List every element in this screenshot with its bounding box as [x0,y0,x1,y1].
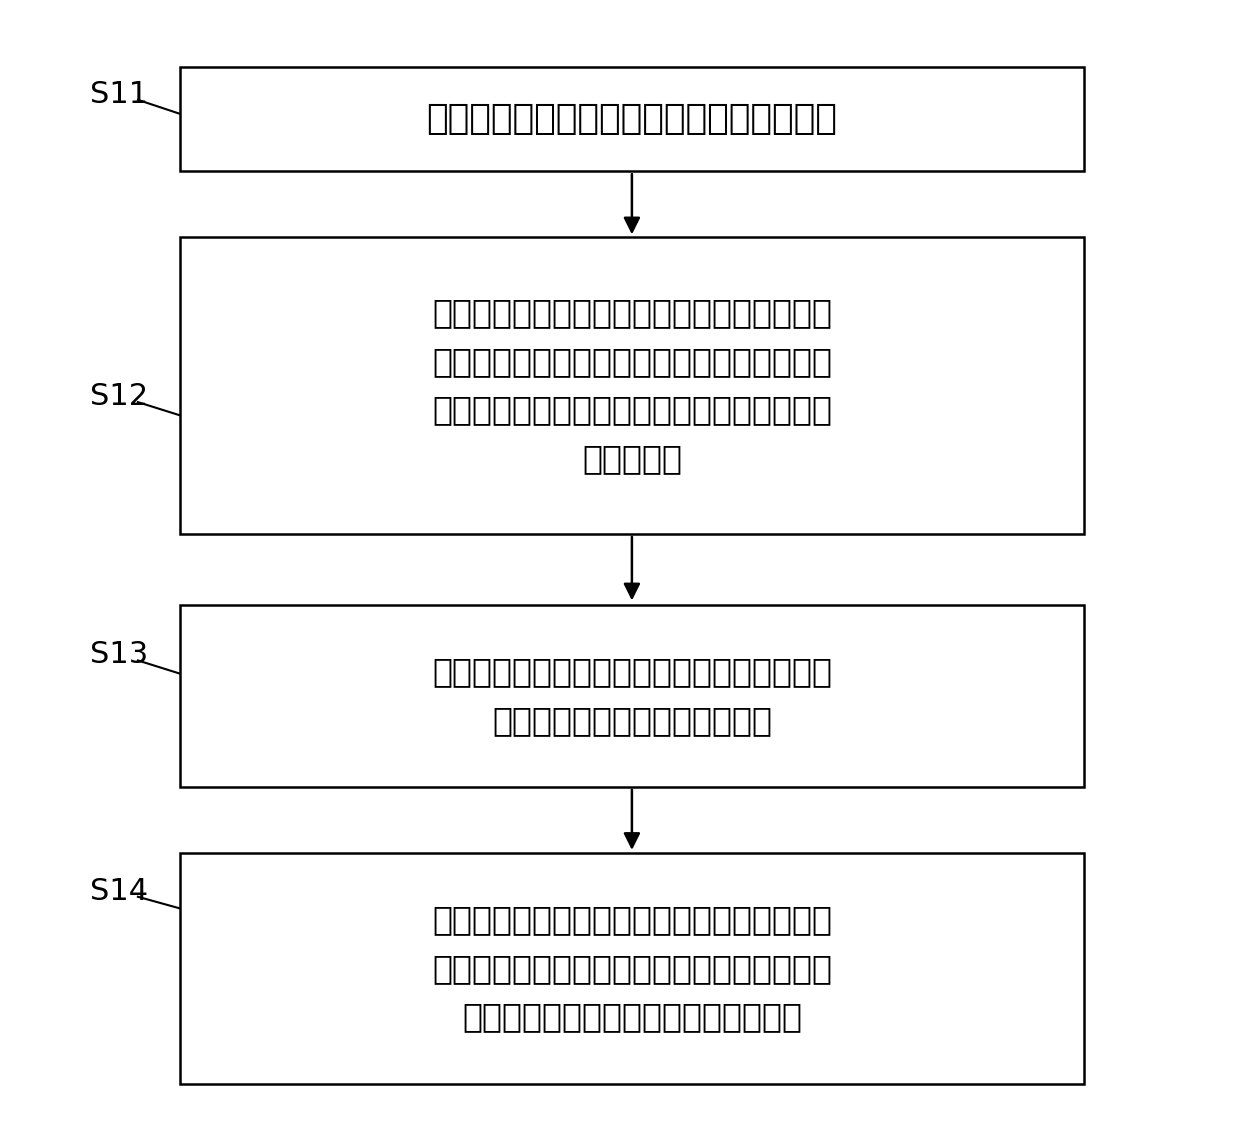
Text: S12: S12 [91,382,149,411]
Text: S11: S11 [91,80,149,109]
Text: 若第一交通标志牌的信息与第二交通标志牌的
信息不相同，将第二交通标志牌的信息更新为
第一交通标志牌的信息，并提示驾驶员: 若第一交通标志牌的信息与第二交通标志牌的 信息不相同，将第二交通标志牌的信息更新… [432,903,832,1033]
Bar [180,606,1084,787]
Bar [180,66,1084,172]
Text: 采集车辆的行驶信息和第一交通标志牌图像: 采集车辆的行驶信息和第一交通标志牌图像 [427,102,837,136]
Text: 将第一交通标志牌的信息与上次采集的在相同
位置的第二交通标志牌信息对比: 将第一交通标志牌的信息与上次采集的在相同 位置的第二交通标志牌信息对比 [432,655,832,737]
Text: 根据采集到的车辆的行驶信息及第一交通标志
牌图像，得到第一交通标志牌的信息，其中，
第一交通标志牌的信息包括第一交通标志牌的
位置和内容: 根据采集到的车辆的行驶信息及第一交通标志 牌图像，得到第一交通标志牌的信息，其中… [432,297,832,475]
Bar [180,237,1084,534]
Text: S14: S14 [91,877,149,906]
Bar [180,853,1084,1083]
Text: S13: S13 [91,640,149,670]
